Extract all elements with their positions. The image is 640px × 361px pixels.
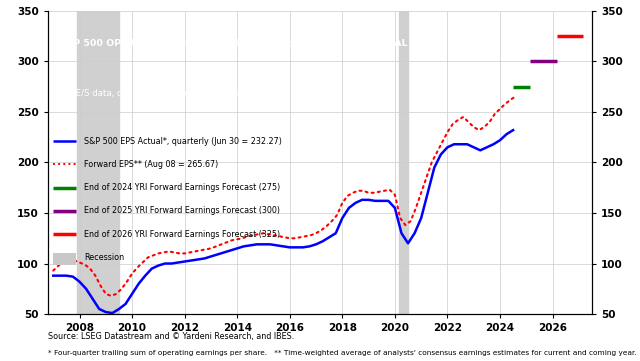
Bar [399,11,408,314]
Text: * Four-quarter trailing sum of operating earnings per share.   ** Time-weighted : * Four-quarter trailing sum of operating… [48,349,637,356]
Bar [77,11,119,314]
Text: Source: LSEG Datastream and © Yardeni Research, and IBES.: Source: LSEG Datastream and © Yardeni Re… [48,332,294,341]
